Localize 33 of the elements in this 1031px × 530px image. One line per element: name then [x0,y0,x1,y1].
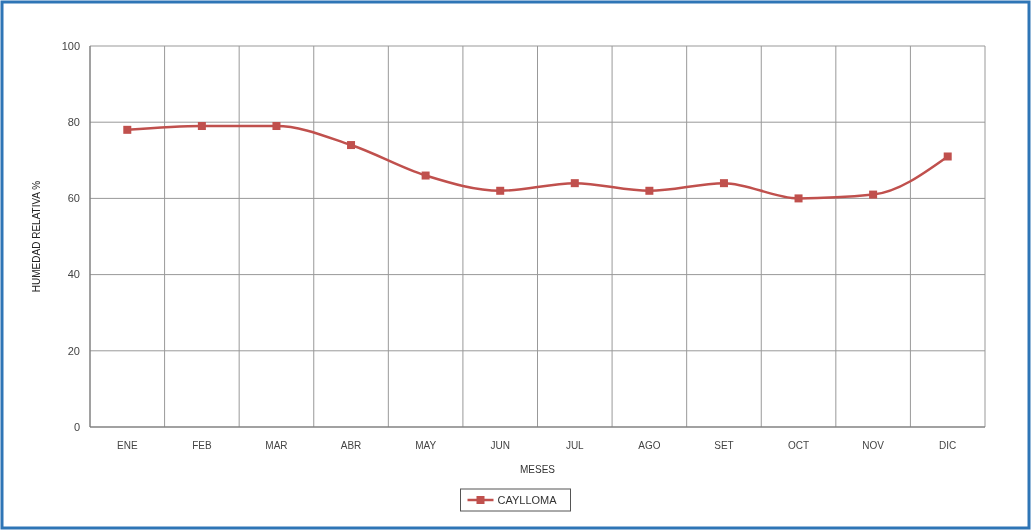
x-tick-label: DIC [939,440,957,451]
point [943,152,952,161]
point [570,179,579,188]
x-tick-label: NOV [862,440,885,451]
legend-label: CAYLLOMA [497,493,558,506]
x-tick-label: OCT [787,440,810,451]
y-tick-label: 20 [67,344,80,357]
x-tick-label: FEB [192,440,212,451]
x-axis-title: MESES [519,464,556,475]
x-tick-label: JUN [490,440,510,451]
point [197,122,206,131]
point [496,186,505,195]
point [719,179,728,188]
x-tick-label: JUL [565,440,585,451]
y-tick-label: 0 [73,420,80,433]
x-tick-label: MAY [415,440,437,451]
y-tick-label: 60 [67,192,80,205]
y-tick-label: 40 [67,268,80,281]
x-tick-label: MAR [265,440,288,451]
point [347,141,356,150]
y-axis-title: HUMEDAD RELATIVA % [31,180,42,293]
x-tick-label: ENE [117,440,138,451]
point [645,186,654,195]
point [869,190,878,199]
x-tick-label: ABR [340,440,362,451]
point [123,125,132,134]
y-tick-label: 80 [67,116,80,129]
y-tick-label: 100 [61,39,80,52]
x-tick-label: AGO [638,440,661,451]
x-tick-label: SET [714,440,734,451]
point [272,122,281,131]
point [794,194,803,203]
point [421,171,430,180]
